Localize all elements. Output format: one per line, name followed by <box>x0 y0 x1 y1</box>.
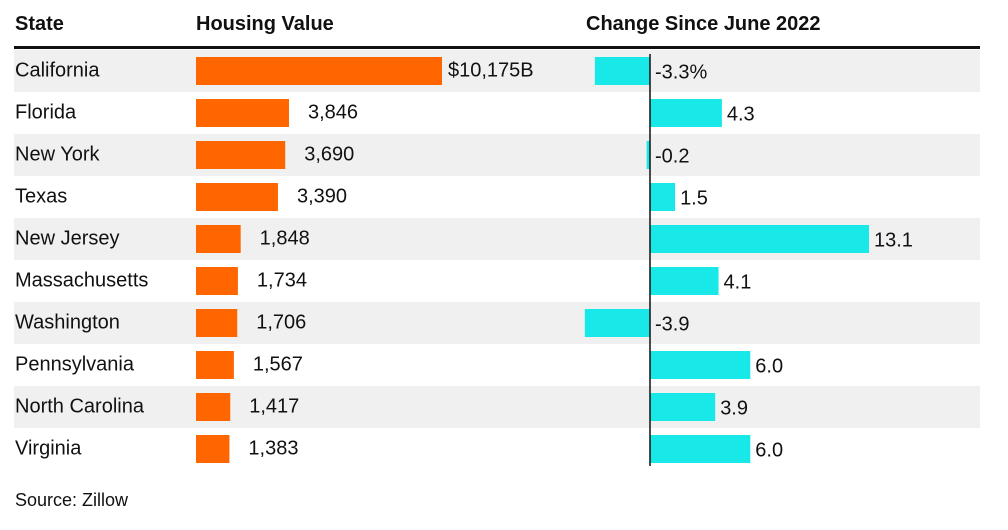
change-label: 4.3 <box>727 103 755 125</box>
change-label: -3.9 <box>655 313 689 335</box>
change-bar <box>594 57 650 85</box>
housing-value-bar <box>196 57 442 85</box>
housing-value-column-header: Housing Value <box>196 13 334 35</box>
change-bar <box>650 435 751 463</box>
housing-value-bar <box>196 225 241 253</box>
state-label: Virginia <box>15 437 82 459</box>
change-bar <box>650 267 719 295</box>
change-bar <box>650 225 869 253</box>
source-note: Source: Zillow <box>15 490 129 510</box>
change-label: -3.3% <box>655 61 707 83</box>
housing-value-label: 3,846 <box>308 101 358 123</box>
change-label: 13.1 <box>874 229 913 251</box>
housing-value-bar <box>196 351 234 379</box>
row-stripe <box>14 302 980 344</box>
state-label: New Jersey <box>15 227 119 249</box>
housing-value-bar <box>196 141 286 169</box>
change-label: 1.5 <box>680 187 708 209</box>
change-label: -0.2 <box>655 145 689 167</box>
housing-value-bar <box>196 267 238 295</box>
state-label: New York <box>15 143 100 165</box>
change-bar <box>650 351 751 379</box>
change-label: 3.9 <box>720 397 748 419</box>
change-bar <box>646 141 650 169</box>
housing-value-bar <box>196 435 230 463</box>
housing-value-label: 1,383 <box>248 437 298 459</box>
change-column-header: Change Since June 2022 <box>586 13 821 35</box>
change-bar <box>650 99 722 127</box>
state-label: California <box>15 59 100 81</box>
change-label: 6.0 <box>755 355 783 377</box>
housing-value-label: 3,390 <box>297 185 347 207</box>
change-bar <box>650 393 716 421</box>
change-label: 4.1 <box>724 271 752 293</box>
row-stripe <box>14 386 980 428</box>
row-stripe <box>14 50 980 92</box>
change-bar <box>584 309 650 337</box>
state-label: Florida <box>15 101 77 123</box>
header-rule <box>14 46 980 49</box>
housing-value-label: 1,706 <box>256 311 306 333</box>
housing-value-label: 1,848 <box>260 227 310 249</box>
housing-value-label: 1,734 <box>257 269 307 291</box>
row-stripe <box>14 134 980 176</box>
state-label: North Carolina <box>15 395 145 417</box>
housing-value-bar <box>196 393 231 421</box>
change-bar <box>650 183 676 211</box>
housing-value-bar <box>196 99 289 127</box>
state-label: Washington <box>15 311 120 333</box>
state-label: Massachusetts <box>15 269 148 291</box>
housing-value-label: 1,417 <box>249 395 299 417</box>
housing-value-label: 3,690 <box>304 143 354 165</box>
housing-value-label: $10,175B <box>448 59 534 81</box>
change-label: 6.0 <box>755 439 783 461</box>
state-label: Texas <box>15 185 67 207</box>
housing-value-bar <box>196 183 278 211</box>
state-label: Pennsylvania <box>15 353 135 375</box>
state-column-header: State <box>15 13 64 35</box>
housing-value-bar <box>196 309 238 337</box>
housing-value-label: 1,567 <box>253 353 303 375</box>
